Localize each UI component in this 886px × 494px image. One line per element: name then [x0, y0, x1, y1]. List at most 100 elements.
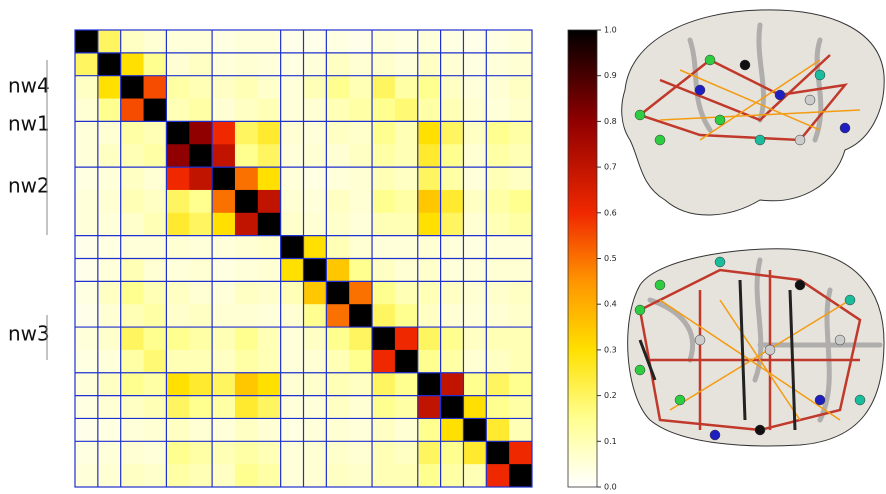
heatmap-cell [166, 75, 190, 99]
heatmap-cell [280, 258, 304, 282]
heatmap-cell [166, 418, 190, 442]
heatmap-cell [463, 75, 487, 99]
heatmap-cell [440, 98, 464, 122]
heatmap-cell [97, 98, 121, 122]
heatmap-cell [509, 304, 533, 328]
heatmap-cell [257, 144, 281, 168]
heatmap-cell [257, 464, 281, 488]
heatmap-cell [349, 418, 373, 442]
heatmap-cell [440, 304, 464, 328]
heatmap-cell [440, 464, 464, 488]
colorbar-tick-label: 0.6 [604, 208, 617, 217]
heatmap-cell [280, 75, 304, 99]
heatmap-cell [212, 304, 236, 328]
heatmap-cell [326, 349, 350, 374]
heatmap-cell [257, 212, 281, 236]
heatmap-cell [280, 235, 304, 259]
heatmap-cell [234, 212, 259, 236]
heatmap-cell [394, 349, 419, 374]
heatmap-cell [75, 121, 99, 145]
heatmap-cell [97, 327, 121, 351]
heatmap-cell [75, 349, 99, 374]
heatmap-cell [97, 281, 121, 305]
heatmap-cell [486, 464, 510, 488]
heatmap-cell [349, 235, 373, 259]
heatmap-cell [143, 144, 167, 168]
heatmap-cell [372, 464, 396, 488]
heatmap-cell [75, 167, 99, 191]
heatmap-cell [120, 52, 144, 76]
heatmap-cell [372, 418, 396, 442]
heatmap-cell [212, 349, 236, 374]
heatmap-cell [463, 372, 487, 396]
heatmap-cell [166, 30, 190, 54]
heatmap-cell [394, 189, 419, 214]
heatmap-cell [189, 167, 213, 191]
heatmap-cell [212, 30, 236, 54]
heatmap-cell [143, 52, 167, 76]
heatmap-cell [280, 144, 304, 168]
heatmap-cell [372, 327, 396, 351]
heatmap-cell [326, 327, 350, 351]
heatmap-cell [303, 167, 327, 191]
heatmap-cell [440, 281, 464, 305]
heatmap-cell [303, 395, 327, 419]
colorbar-tick-label: 0.4 [604, 300, 617, 309]
heatmap-cell [486, 30, 510, 54]
heatmap-cell [417, 189, 441, 214]
heatmap-cell [440, 52, 464, 76]
heatmap-cell [189, 75, 213, 99]
heatmap-cell [97, 144, 121, 168]
heatmap-cell [257, 121, 281, 145]
heatmap-cell [372, 144, 396, 168]
colorbar [567, 29, 598, 488]
heatmap-cell [417, 441, 441, 465]
heatmap-cell [303, 144, 327, 168]
heatmap-cell [509, 349, 533, 374]
heatmap-cell [75, 235, 99, 259]
colorbar-tick-label: 0.0 [604, 483, 617, 492]
heatmap-cell [349, 30, 373, 54]
heatmap-cell [97, 349, 121, 374]
heatmap-cell [486, 327, 510, 351]
heatmap-cell [75, 258, 99, 282]
heatmap-cell [303, 212, 327, 236]
heatmap-cell [257, 98, 281, 122]
heatmap-cell [326, 98, 350, 122]
heatmap-cell [394, 258, 419, 282]
heatmap-cell [166, 167, 190, 191]
heatmap-cell [463, 212, 487, 236]
heatmap-cell [234, 189, 259, 214]
heatmap-cell [417, 304, 441, 328]
heatmap-cell [349, 121, 373, 145]
heatmap-cell [394, 441, 419, 465]
colorbar-tick-label: 0.3 [604, 345, 617, 354]
heatmap-cell [463, 235, 487, 259]
heatmap-cell [372, 52, 396, 76]
heatmap-cell [303, 98, 327, 122]
heatmap-cell [189, 212, 213, 236]
heatmap-cell [394, 418, 419, 442]
heatmap-cell [143, 418, 167, 442]
heatmap-cell [166, 349, 190, 374]
colorbar-tick-label: 0.8 [604, 117, 617, 126]
heatmap-cell [417, 464, 441, 488]
heatmap-cell [463, 349, 487, 374]
heatmap-cell [303, 75, 327, 99]
heatmap-cell [166, 464, 190, 488]
heatmap-cell [257, 304, 281, 328]
heatmap-cell [234, 349, 259, 374]
heatmap-cell [234, 418, 259, 442]
heatmap-cell [326, 121, 350, 145]
heatmap-cell [280, 167, 304, 191]
heatmap-cell [120, 144, 144, 168]
heatmap-cell [463, 189, 487, 214]
heatmap-cell [349, 304, 373, 328]
heatmap-cell [143, 441, 167, 465]
heatmap-cell [120, 98, 144, 122]
heatmap-cell [394, 235, 419, 259]
brain-renderings [621, 9, 885, 447]
heatmap-cell [303, 281, 327, 305]
heatmap-cell [166, 144, 190, 168]
heatmap-cell [189, 30, 213, 54]
